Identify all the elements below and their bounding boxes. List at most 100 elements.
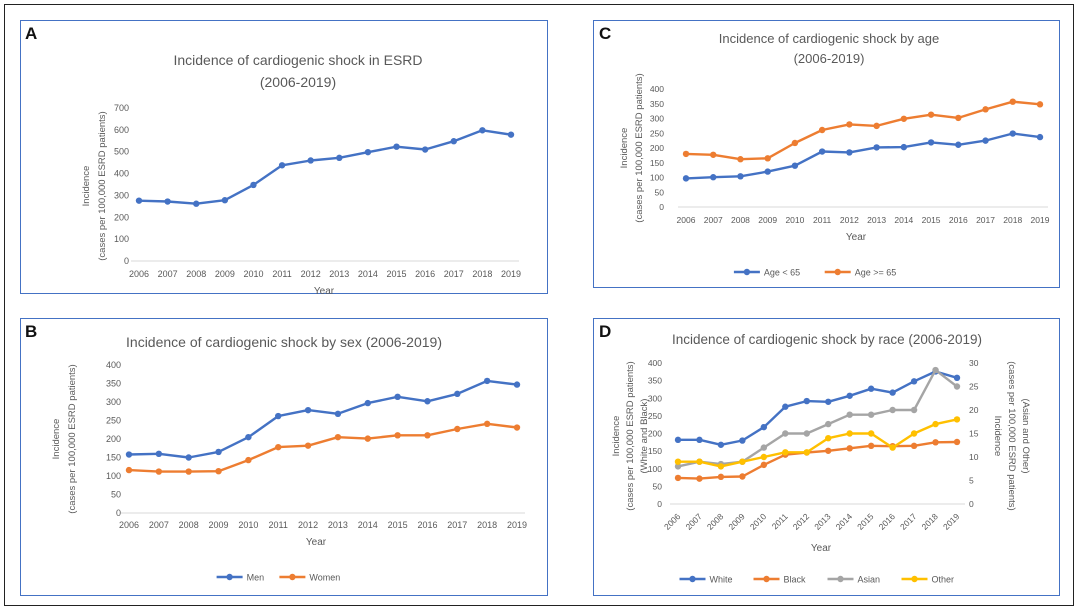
chart-title: Incidence of cardiogenic shock in ESRD — [173, 52, 422, 68]
y-tick-label: 150 — [650, 158, 664, 168]
y-axis-label: Incidence — [611, 416, 622, 457]
x-tick-label: 2018 — [477, 520, 497, 530]
data-point-black — [953, 438, 961, 446]
series-line-white — [678, 370, 958, 447]
data-point-other — [889, 444, 896, 451]
data-point-asian — [846, 411, 853, 418]
data-point-women — [454, 425, 461, 433]
y-tick-label: 300 — [114, 190, 129, 200]
y-tick-label: 400 — [114, 169, 129, 179]
series-line-women — [128, 422, 518, 473]
data-point-women — [245, 456, 252, 464]
x-tick-label: 2006 — [119, 520, 139, 530]
data-point-white — [803, 397, 810, 405]
y-tick-label: 200 — [114, 212, 129, 222]
x-tick-label: 2017 — [444, 269, 464, 279]
y-tick-label: 200 — [106, 434, 121, 444]
data-point-age-65 — [682, 150, 690, 158]
x-axis-label: Year — [306, 537, 327, 548]
x-tick-label: 2016 — [877, 511, 898, 532]
legend-label: White — [710, 575, 733, 585]
y-tick-label: 200 — [648, 429, 662, 439]
x-tick-label: 2013 — [867, 215, 886, 225]
data-point-white — [717, 441, 725, 448]
y-tick-label: 350 — [106, 379, 121, 389]
data-point-age-65 — [1009, 130, 1016, 137]
y-tick-label: 100 — [106, 471, 121, 481]
x-tick-label: 2015 — [922, 215, 941, 225]
x-tick-label: 2014 — [358, 520, 378, 530]
data-point-series — [307, 157, 314, 164]
data-point-asian — [932, 366, 939, 374]
data-point-other — [696, 458, 703, 465]
x-tick-label: 2010 — [748, 511, 769, 532]
x-tick-label: 2014 — [834, 511, 855, 532]
x-tick-label: 2009 — [209, 520, 229, 530]
x-tick-label: 2006 — [129, 269, 149, 279]
data-point-women — [334, 433, 342, 441]
x-tick-label: 2009 — [758, 215, 777, 225]
x-tick-label: 2012 — [840, 215, 859, 225]
data-point-women — [215, 467, 222, 475]
x-tick-label: 2018 — [1003, 215, 1022, 225]
x-tick-label: 2010 — [785, 215, 804, 225]
x-tick-label: 2017 — [976, 215, 995, 225]
data-point-series — [250, 181, 257, 189]
y2-axis-label: Incidence — [992, 416, 1003, 457]
data-point-women — [394, 432, 401, 439]
data-point-black — [760, 461, 768, 469]
x-tick-label: 2015 — [855, 511, 876, 532]
x-axis-label: Year — [314, 286, 335, 295]
x-tick-label: 2008 — [731, 215, 750, 225]
y-tick-label: 0 — [657, 499, 662, 509]
data-point-women — [483, 420, 491, 428]
data-point-other — [782, 449, 789, 456]
y-tick-label: 50 — [655, 187, 665, 197]
data-point-black — [910, 442, 918, 450]
data-point-white — [760, 423, 768, 431]
data-point-series — [336, 154, 343, 162]
x-tick-label: 2013 — [328, 520, 348, 530]
x-tick-label: 2013 — [329, 269, 349, 279]
data-point-black — [867, 442, 875, 450]
data-point-black — [825, 447, 832, 454]
data-point-men — [513, 381, 521, 388]
data-point-men — [304, 406, 312, 414]
data-point-other — [825, 435, 832, 442]
data-point-men — [155, 450, 163, 457]
data-point-white — [846, 392, 853, 399]
x-tick-label: 2007 — [704, 215, 723, 225]
data-point-women — [125, 466, 133, 474]
y-tick-label: 250 — [650, 128, 664, 138]
x-tick-label: 2012 — [791, 511, 812, 532]
x-tick-label: 2014 — [894, 215, 913, 225]
chart-d: Incidence of cardiogenic shock by race (… — [611, 332, 1031, 585]
data-point-white — [739, 437, 746, 444]
data-point-age-65 — [710, 174, 717, 181]
y-tick-label: 400 — [650, 84, 664, 94]
data-point-women — [304, 442, 312, 449]
data-point-age-65 — [846, 149, 853, 156]
series-line-black — [677, 440, 958, 480]
data-point-men — [424, 398, 431, 405]
y2-tick-label: 30 — [969, 358, 979, 368]
series-line-age-65 — [685, 100, 1041, 161]
chart-subtitle: (2006-2019) — [260, 74, 336, 90]
y-axis-label: (cases per 100,000 ESRD patients) — [625, 361, 636, 510]
data-point-men — [454, 390, 461, 398]
data-point-other — [803, 449, 810, 456]
y-axis-label: (White and Black) — [639, 399, 650, 474]
data-point-women — [364, 435, 371, 442]
x-tick-label: 2011 — [770, 511, 790, 531]
y-tick-label: 100 — [650, 173, 664, 183]
x-tick-label: 2009 — [726, 511, 747, 532]
data-point-age-65 — [927, 139, 935, 146]
data-point-women — [155, 468, 163, 475]
legend-marker — [763, 575, 770, 583]
data-point-asian — [889, 406, 896, 414]
panel-c-label: C — [599, 24, 612, 43]
legend-label: Women — [309, 573, 340, 583]
data-point-other — [867, 430, 875, 437]
x-tick-label: 2006 — [662, 511, 683, 532]
y-tick-label: 50 — [653, 481, 663, 491]
